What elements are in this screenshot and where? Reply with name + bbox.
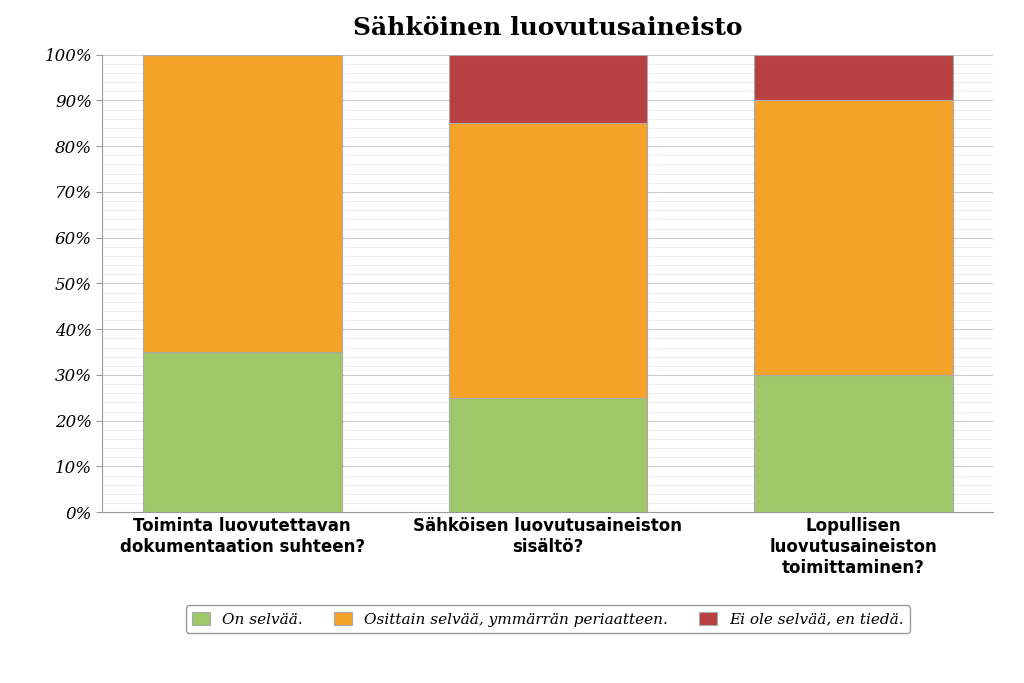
Bar [449, 398, 647, 512]
Bar [754, 375, 952, 512]
Bar [143, 352, 342, 512]
Bar [754, 55, 952, 100]
Bar [754, 100, 952, 375]
Title: Sähköinen luovutusaineisto: Sähköinen luovutusaineisto [353, 16, 742, 40]
Bar [449, 55, 647, 124]
Bar [143, 55, 342, 352]
Legend: On selvää., Osittain selvää, ymmärrän periaatteen., Ei ole selvää, en tiedä.: On selvää., Osittain selvää, ymmärrän pe… [185, 605, 910, 632]
Bar [449, 123, 647, 398]
